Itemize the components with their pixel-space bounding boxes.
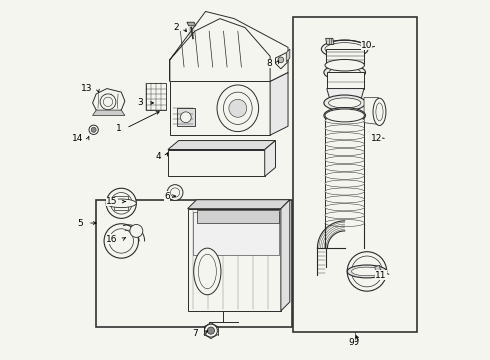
- Ellipse shape: [325, 212, 365, 219]
- Ellipse shape: [223, 92, 252, 125]
- Ellipse shape: [325, 196, 365, 203]
- Polygon shape: [286, 49, 290, 62]
- Polygon shape: [168, 140, 275, 149]
- Text: 4: 4: [155, 152, 161, 161]
- Polygon shape: [375, 265, 381, 273]
- Polygon shape: [170, 81, 270, 135]
- Circle shape: [278, 57, 284, 63]
- Polygon shape: [93, 110, 125, 116]
- Ellipse shape: [204, 324, 218, 337]
- Ellipse shape: [325, 42, 365, 55]
- Ellipse shape: [347, 265, 387, 278]
- Polygon shape: [281, 200, 290, 311]
- Text: 6: 6: [164, 192, 170, 201]
- Ellipse shape: [325, 164, 365, 171]
- Ellipse shape: [325, 109, 365, 122]
- Ellipse shape: [100, 94, 116, 110]
- Ellipse shape: [217, 85, 259, 132]
- Ellipse shape: [325, 156, 365, 163]
- Ellipse shape: [198, 254, 216, 289]
- Text: 7: 7: [193, 329, 198, 338]
- Ellipse shape: [325, 180, 365, 187]
- Polygon shape: [93, 89, 125, 114]
- Ellipse shape: [373, 98, 386, 126]
- Ellipse shape: [325, 204, 365, 211]
- Ellipse shape: [325, 148, 365, 156]
- Bar: [147, 83, 166, 110]
- Polygon shape: [188, 200, 290, 209]
- Ellipse shape: [103, 97, 113, 107]
- Ellipse shape: [106, 199, 136, 208]
- Polygon shape: [187, 22, 196, 26]
- Circle shape: [91, 127, 96, 132]
- Text: 12: 12: [370, 134, 382, 143]
- Polygon shape: [177, 108, 195, 126]
- Ellipse shape: [325, 172, 365, 179]
- Polygon shape: [265, 140, 275, 176]
- Bar: [96, 200, 292, 327]
- Ellipse shape: [347, 252, 387, 291]
- Ellipse shape: [324, 64, 366, 80]
- Polygon shape: [275, 53, 288, 69]
- Polygon shape: [168, 149, 265, 176]
- Ellipse shape: [171, 188, 180, 197]
- Ellipse shape: [104, 224, 139, 258]
- Polygon shape: [170, 12, 288, 81]
- Ellipse shape: [106, 188, 136, 219]
- Polygon shape: [196, 211, 279, 223]
- Ellipse shape: [327, 111, 362, 121]
- Ellipse shape: [321, 40, 368, 58]
- Text: 13: 13: [81, 84, 93, 93]
- Text: 8: 8: [266, 59, 272, 68]
- Ellipse shape: [111, 193, 132, 214]
- Circle shape: [229, 99, 247, 117]
- Circle shape: [180, 112, 191, 123]
- Text: 9: 9: [348, 338, 354, 347]
- Ellipse shape: [325, 220, 365, 226]
- Polygon shape: [193, 212, 279, 255]
- Text: 5: 5: [77, 219, 83, 228]
- Ellipse shape: [351, 267, 382, 276]
- Ellipse shape: [329, 67, 361, 77]
- Bar: [114, 196, 128, 211]
- Polygon shape: [326, 49, 364, 65]
- Text: 11: 11: [375, 270, 387, 279]
- Ellipse shape: [207, 327, 215, 334]
- Text: 15: 15: [106, 197, 118, 206]
- Ellipse shape: [130, 225, 143, 237]
- Ellipse shape: [325, 188, 365, 195]
- Polygon shape: [364, 98, 378, 125]
- Polygon shape: [270, 72, 288, 135]
- Text: 3: 3: [137, 98, 143, 107]
- Text: 9: 9: [352, 337, 359, 347]
- Ellipse shape: [325, 59, 365, 71]
- Ellipse shape: [325, 140, 365, 148]
- Ellipse shape: [325, 125, 365, 132]
- Text: 16: 16: [106, 235, 118, 244]
- Ellipse shape: [194, 248, 221, 295]
- Bar: [294, 17, 417, 332]
- Polygon shape: [327, 72, 364, 89]
- Polygon shape: [327, 89, 364, 101]
- Ellipse shape: [325, 117, 365, 124]
- Circle shape: [89, 125, 98, 134]
- Ellipse shape: [109, 229, 133, 253]
- Ellipse shape: [324, 95, 366, 111]
- Ellipse shape: [329, 98, 361, 108]
- Text: 1: 1: [116, 123, 122, 132]
- Polygon shape: [188, 209, 281, 311]
- Ellipse shape: [325, 133, 365, 140]
- Text: 2: 2: [173, 23, 179, 32]
- Text: 14: 14: [72, 134, 83, 143]
- Ellipse shape: [376, 103, 383, 121]
- Ellipse shape: [324, 108, 366, 123]
- Text: 10: 10: [361, 41, 372, 50]
- Polygon shape: [326, 39, 334, 44]
- Ellipse shape: [351, 256, 382, 287]
- Ellipse shape: [167, 185, 183, 201]
